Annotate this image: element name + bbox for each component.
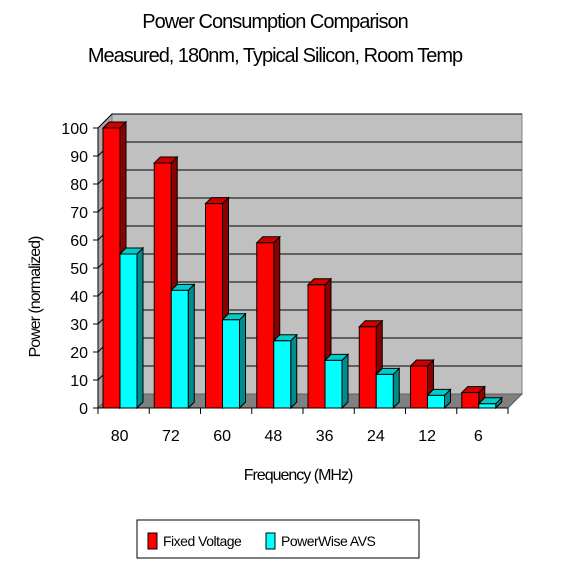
bar-side bbox=[187, 283, 195, 410]
y-tick-label: 40 bbox=[70, 289, 88, 306]
bar-side bbox=[392, 367, 400, 410]
bar-front bbox=[153, 162, 172, 409]
x-axis-title: Frequency (MHz) bbox=[244, 467, 353, 484]
bar bbox=[153, 155, 179, 410]
bars bbox=[101, 120, 503, 410]
x-tick-label: 80 bbox=[111, 428, 129, 445]
bar-front bbox=[102, 127, 121, 409]
y-tick-label: 30 bbox=[70, 317, 88, 334]
bar-front bbox=[307, 284, 326, 409]
chart-subtitle: Measured, 180nm, Typical Silicon, Room T… bbox=[88, 45, 463, 67]
bar-front bbox=[222, 319, 240, 409]
x-tick-label: 72 bbox=[162, 428, 180, 445]
legend-swatch bbox=[265, 532, 276, 550]
legend: Fixed Voltage PowerWise AVS bbox=[136, 519, 420, 559]
legend-label: Fixed Voltage bbox=[163, 533, 242, 549]
legend-box bbox=[136, 519, 420, 559]
bar-front bbox=[478, 403, 497, 409]
x-tick-label: 36 bbox=[316, 428, 334, 445]
bar-front bbox=[461, 392, 480, 409]
legend-label: PowerWise AVS bbox=[281, 533, 376, 549]
bar bbox=[323, 353, 350, 410]
bar bbox=[221, 312, 247, 410]
bar bbox=[118, 246, 145, 410]
bar-front bbox=[324, 359, 343, 409]
x-tick-label: 60 bbox=[213, 428, 231, 445]
bar bbox=[375, 367, 401, 410]
legend-swatch bbox=[147, 532, 158, 550]
chart-title: Power Consumption Comparison bbox=[142, 11, 407, 33]
y-tick-label: 60 bbox=[70, 233, 88, 250]
x-tick-label: 12 bbox=[418, 428, 436, 445]
gridline bbox=[97, 113, 522, 129]
bar-front bbox=[358, 326, 377, 409]
bar-side bbox=[239, 312, 246, 410]
y-tick-label: 70 bbox=[70, 205, 88, 222]
bar-side bbox=[136, 246, 144, 410]
x-tick-label: 48 bbox=[264, 428, 282, 445]
bar bbox=[460, 385, 486, 410]
y-tick-label: 100 bbox=[61, 121, 88, 138]
bar bbox=[426, 388, 452, 410]
y-tick-label: 90 bbox=[70, 149, 88, 166]
x-tick-label: 6 bbox=[474, 428, 483, 445]
bar bbox=[272, 333, 298, 410]
y-axis-ticks: 0 10 20 30 40 50 60 70 80 90 100 bbox=[61, 121, 99, 418]
bar-side bbox=[341, 353, 349, 410]
bar-front bbox=[256, 242, 275, 409]
bar-front bbox=[119, 253, 138, 409]
x-axis-ticks: 80 72 60 48 36 24 12 6 bbox=[97, 407, 509, 445]
y-tick-label: 80 bbox=[70, 177, 88, 194]
y-tick-label: 50 bbox=[70, 261, 88, 278]
bar-front bbox=[375, 373, 394, 409]
bar-front bbox=[410, 365, 428, 409]
y-axis-title: Power (normalized) bbox=[27, 236, 44, 357]
bar-side bbox=[290, 333, 298, 410]
y-tick-label: 0 bbox=[79, 401, 88, 418]
y-tick-label: 20 bbox=[70, 345, 88, 362]
bar bbox=[477, 396, 503, 410]
bar-front bbox=[427, 394, 445, 409]
x-tick-label: 24 bbox=[367, 428, 385, 445]
bar-front bbox=[273, 340, 292, 409]
bar bbox=[170, 283, 196, 410]
bar-front bbox=[170, 289, 189, 409]
y-tick-label: 10 bbox=[70, 373, 88, 390]
bar-front bbox=[205, 203, 223, 409]
